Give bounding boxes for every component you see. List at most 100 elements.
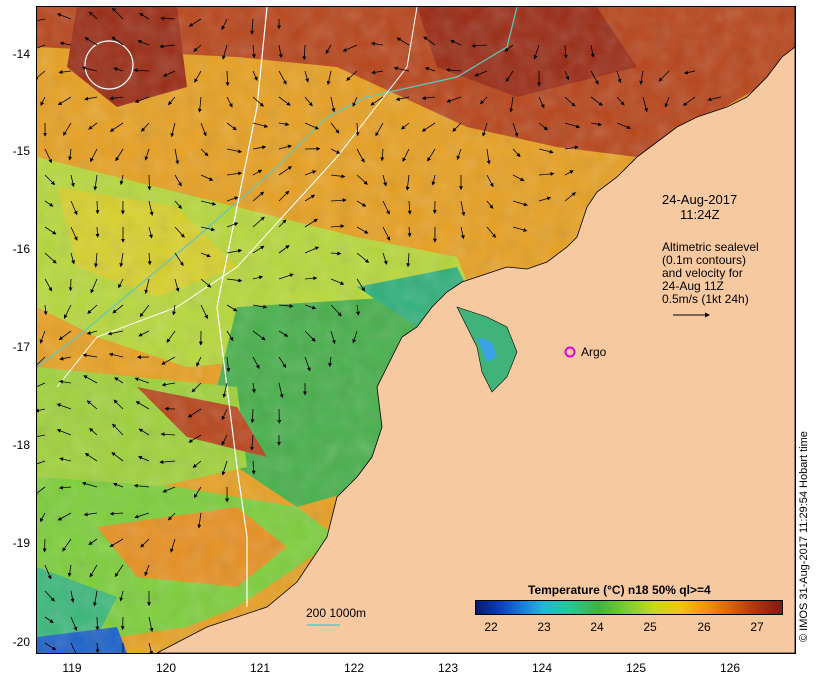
x-tick-label: 122 — [343, 661, 365, 675]
velocity-arrow — [330, 330, 336, 345]
velocity-arrow — [167, 96, 176, 106]
velocity-arrow — [396, 37, 410, 46]
velocity-arrow — [278, 330, 289, 337]
velocity-arrow — [707, 96, 722, 102]
colorbar-tick-label: 24 — [590, 620, 604, 634]
velocity-arrow — [221, 434, 228, 446]
velocity-arrow — [304, 356, 311, 372]
velocity-arrow — [427, 148, 436, 162]
velocity-arrow — [200, 174, 214, 181]
altimetry-line: Altimetric sealevel — [662, 240, 759, 254]
y-tick-label: -14 — [12, 47, 30, 61]
velocity-arrow — [109, 511, 124, 516]
velocity-arrow — [174, 252, 184, 267]
velocity-arrow — [590, 122, 602, 127]
velocity-arrow — [191, 382, 202, 393]
velocity-arrow — [356, 252, 370, 263]
velocity-arrow — [226, 96, 233, 108]
velocity-arrow — [63, 122, 72, 136]
velocity-arrow — [113, 399, 124, 410]
velocity-arrow — [108, 352, 124, 358]
velocity-arrow — [170, 538, 176, 553]
velocity-arrow — [82, 353, 98, 358]
velocity-arrow — [200, 122, 207, 137]
velocity-arrow — [683, 70, 696, 75]
velocity-arrow — [504, 44, 514, 52]
x-tick-label: 124 — [531, 661, 553, 675]
velocity-arrow — [423, 36, 436, 46]
velocity-arrow — [252, 191, 265, 202]
velocity-arrow — [330, 278, 345, 285]
velocity-arrow — [278, 245, 290, 254]
x-tick-label: 126 — [719, 661, 741, 675]
velocity-arrow — [226, 196, 239, 202]
velocity-arrow — [83, 375, 98, 384]
velocity-arrow — [37, 70, 46, 81]
map-panel[interactable] — [36, 6, 796, 654]
velocity-arrow — [114, 377, 124, 384]
velocity-arrow — [330, 251, 342, 256]
velocity-arrow — [88, 122, 98, 130]
velocity-arrow — [226, 278, 243, 283]
velocity-arrow — [141, 122, 150, 132]
velocity-arrow — [200, 304, 208, 320]
velocity-arrow — [118, 278, 124, 289]
velocity-arrow — [382, 200, 390, 215]
contour-1000m — [216, 7, 268, 607]
velocity-arrow — [95, 616, 100, 631]
velocity-arrow — [356, 148, 365, 163]
velocity-arrow — [252, 96, 264, 107]
velocity-arrow — [58, 330, 72, 341]
contour-1000m-outer — [56, 7, 418, 388]
velocity-arrow — [252, 330, 266, 341]
velocity-arrow — [134, 512, 150, 519]
colorbar-tick-label: 22 — [484, 620, 498, 634]
velocity-arrow — [382, 252, 388, 265]
velocity-arrow — [330, 148, 341, 154]
velocity-arrow — [194, 70, 202, 83]
velocity-arrow — [197, 512, 202, 529]
image-date: 24-Aug-2017 — [662, 192, 738, 207]
velocity-arrow — [278, 219, 287, 228]
velocity-arrow — [86, 330, 98, 335]
velocity-arrow — [221, 408, 228, 421]
velocity-arrow — [174, 148, 180, 165]
velocity-arrow — [160, 432, 176, 437]
velocity-arrow — [83, 512, 98, 517]
velocity-arrow — [137, 40, 150, 46]
velocity-arrow — [278, 273, 294, 280]
velocity-arrow — [81, 481, 98, 488]
velocity-arrow — [251, 382, 256, 394]
velocity-arrow — [512, 226, 528, 232]
velocity-arrow — [86, 400, 98, 410]
colorbar-tick-label: 23 — [537, 620, 551, 634]
colorbar-tick-label: 25 — [643, 620, 657, 634]
velocity-arrow — [95, 200, 100, 215]
velocity-arrow — [302, 44, 307, 61]
velocity-arrow — [174, 278, 180, 292]
velocity-arrow — [64, 304, 72, 319]
velocity-arrow — [44, 616, 54, 624]
velocity-arrow — [355, 122, 360, 137]
velocity-arrow — [471, 43, 488, 48]
velocity-arrow — [375, 122, 384, 137]
velocity-arrow — [162, 70, 176, 77]
velocity-arrow — [84, 452, 98, 462]
velocity-arrow — [193, 44, 202, 52]
velocity-arrow — [109, 538, 124, 548]
argo-marker[interactable] — [564, 346, 576, 358]
velocity-arrow — [70, 616, 78, 632]
velocity-arrow — [200, 200, 217, 206]
velocity-arrow — [200, 226, 216, 232]
velocity-arrow — [39, 512, 46, 523]
velocity-arrow — [44, 200, 54, 207]
velocity-arrow — [642, 96, 648, 113]
velocity-arrow — [250, 434, 255, 451]
velocity-arrow — [58, 485, 72, 490]
velocity-arrow — [148, 616, 154, 633]
velocity-arrow — [107, 330, 124, 336]
altimetry-line: (0.1m contours) — [662, 253, 747, 267]
velocity-arrow — [395, 96, 410, 101]
velocity-arrow — [67, 564, 72, 577]
velocity-arrow — [159, 44, 176, 49]
